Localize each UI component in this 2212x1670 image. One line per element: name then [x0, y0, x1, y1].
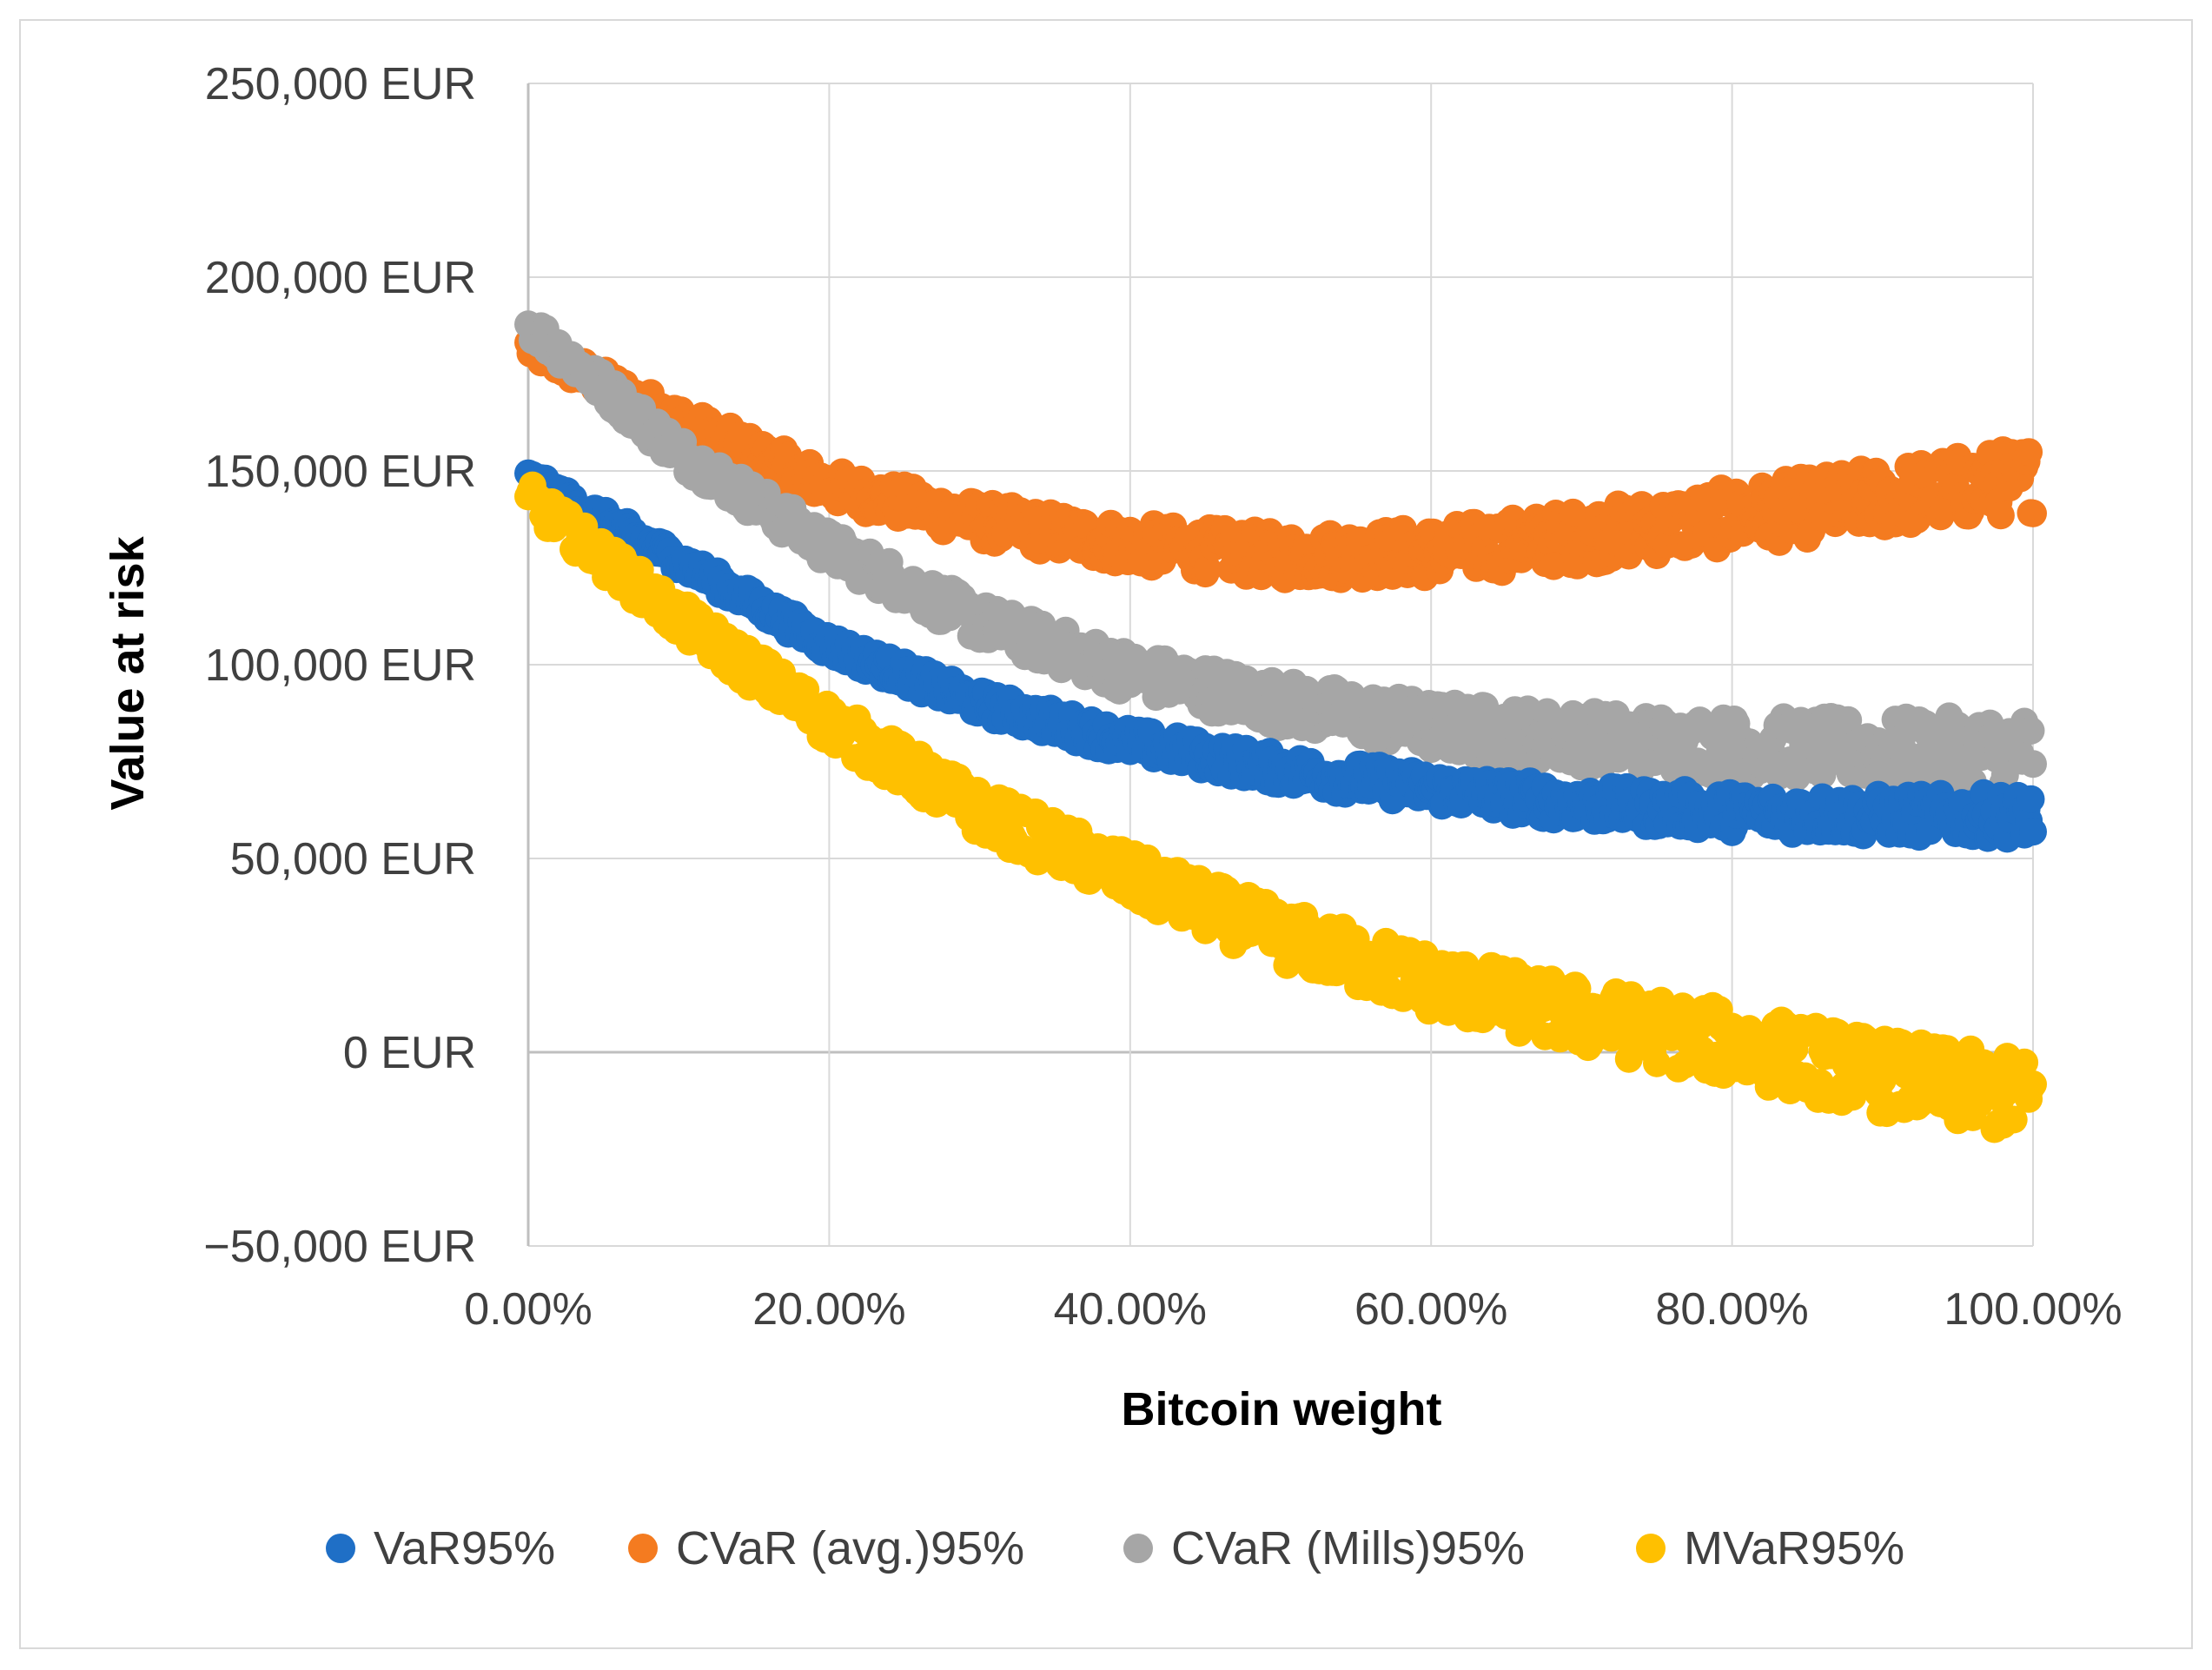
- legend: VaR95% CVaR (avg.)95% CVaR (Mills)95% MVaR9…: [326, 1522, 1904, 1574]
- legend-marker: [326, 1534, 355, 1563]
- x-tick-label: 40.00%: [1054, 1284, 1207, 1335]
- x-tick-label: 20.00%: [752, 1284, 905, 1335]
- scatter-point: [2019, 499, 2047, 527]
- y-tick-label: 100,000 EUR: [205, 640, 476, 691]
- scatter-point: [2019, 750, 2047, 779]
- legend-marker: [1636, 1534, 1666, 1563]
- x-tick-label: 80.00%: [1655, 1284, 1808, 1335]
- x-tick-label: 60.00%: [1354, 1284, 1507, 1335]
- y-tick-label: 0 EUR: [343, 1028, 476, 1078]
- scatter-point: [1258, 666, 1287, 695]
- series-0-points: [514, 459, 2047, 853]
- scatter-point: [2010, 1048, 2039, 1077]
- series-3-points: [514, 471, 2047, 1143]
- y-tick-label: 250,000 EUR: [205, 59, 476, 109]
- scatter-point: [2017, 785, 2045, 813]
- legend-marker: [628, 1534, 658, 1563]
- legend-label: CVaR (avg.)95%: [676, 1522, 1024, 1574]
- legend-label: VaR95%: [374, 1522, 555, 1574]
- legend-label: MVaR95%: [1684, 1522, 1904, 1574]
- scatter-point: [2015, 438, 2043, 467]
- scatter-point: [1999, 1105, 2028, 1134]
- x-tick-label: 0.00%: [464, 1284, 592, 1335]
- y-tick-label: 200,000 EUR: [205, 253, 476, 303]
- y-tick-label: 150,000 EUR: [205, 447, 476, 497]
- series-1-points: [514, 321, 2047, 593]
- y-tick-label: 50,000 EUR: [230, 834, 476, 885]
- scatter-point: [2019, 818, 2047, 846]
- scatter-point: [2019, 1070, 2047, 1098]
- y-axis-ticks: −50,000 EUR 0 EUR 50,000 EUR 100,000 EUR 150…: [203, 59, 476, 1272]
- legend-label: CVaR (Mills)95%: [1171, 1522, 1525, 1574]
- x-axis-title: Bitcoin weight: [1122, 1383, 1442, 1435]
- scatter-point: [1986, 501, 2015, 530]
- legend-marker: [1123, 1534, 1153, 1563]
- y-axis-title: Value at risk: [102, 535, 154, 810]
- x-axis-ticks: 0.00% 20.00% 40.00% 60.00% 80.00% 100.00%: [464, 1284, 2122, 1335]
- scatter-point: [1834, 706, 1863, 734]
- scatter-point: [1643, 1049, 1671, 1077]
- y-tick-label: −50,000 EUR: [203, 1222, 476, 1272]
- scatter-point: [2017, 716, 2045, 745]
- x-tick-label: 100.00%: [1944, 1284, 2122, 1335]
- points-layer: [514, 310, 2047, 1143]
- series-2-points: [514, 310, 2047, 798]
- scatter-point: [1193, 555, 1222, 583]
